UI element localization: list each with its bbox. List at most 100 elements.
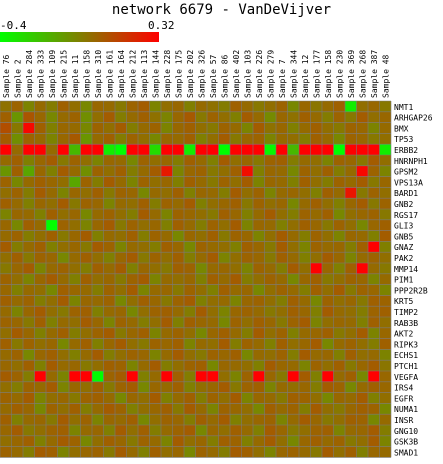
- heatmap-cell: [345, 209, 357, 220]
- heatmap-cell: [126, 306, 138, 317]
- heatmap-cell: [230, 295, 242, 307]
- heatmap-cell: [115, 263, 127, 274]
- heatmap-cell: [276, 306, 288, 317]
- heatmap-cell: [184, 360, 196, 371]
- column-label: Sample 326: [197, 50, 206, 98]
- heatmap-cell: [103, 371, 115, 382]
- heatmap-cell: [345, 435, 357, 447]
- heatmap-cell: [184, 165, 196, 177]
- heatmap-cell: [103, 219, 115, 231]
- heatmap-cell: [115, 284, 127, 296]
- heatmap-cell: [230, 306, 242, 317]
- heatmap-cell: [57, 446, 69, 458]
- heatmap-cell: [161, 230, 173, 242]
- heatmap-cell: [184, 435, 196, 447]
- heatmap-cell: [345, 198, 357, 209]
- heatmap-cell: [138, 306, 150, 317]
- heatmap-cell: [46, 371, 58, 382]
- heatmap-cell: [195, 392, 207, 404]
- heatmap-cell: [368, 273, 380, 285]
- heatmap-cell: [264, 295, 276, 307]
- row-label: IRS4: [394, 384, 413, 393]
- heatmap-cell: [57, 371, 69, 382]
- heatmap-cell: [379, 133, 391, 145]
- heatmap-cell: [184, 101, 196, 112]
- heatmap-cell: [0, 273, 12, 285]
- heatmap-cell: [368, 198, 380, 209]
- heatmap-cell: [322, 392, 334, 404]
- heatmap-cell: [149, 381, 161, 393]
- heatmap-cell: [103, 360, 115, 371]
- heatmap-cell: [149, 122, 161, 134]
- heatmap-cell: [264, 122, 276, 134]
- heatmap-cell: [103, 209, 115, 220]
- heatmap-cell: [218, 165, 230, 177]
- heatmap-cell: [34, 273, 46, 285]
- heatmap-cell: [310, 435, 322, 447]
- heatmap-cell: [184, 133, 196, 145]
- heatmap-cell: [322, 263, 334, 274]
- heatmap-cell: [230, 219, 242, 231]
- heatmap-cell: [0, 414, 12, 425]
- heatmap-cell: [138, 317, 150, 328]
- heatmap-cell: [92, 403, 104, 415]
- heatmap-cell: [23, 273, 35, 285]
- heatmap-cell: [69, 176, 81, 188]
- column-label: Sample 144: [151, 50, 160, 98]
- heatmap-cell: [34, 209, 46, 220]
- heatmap-cell: [379, 263, 391, 274]
- heatmap-cell: [126, 176, 138, 188]
- heatmap-cell: [310, 219, 322, 231]
- heatmap-cell: [161, 371, 173, 382]
- heatmap-cell: [241, 338, 253, 350]
- heatmap-cell: [230, 111, 242, 123]
- column-label: Sample 212: [128, 50, 137, 98]
- heatmap-cell: [333, 425, 345, 436]
- heatmap-cell: [161, 133, 173, 145]
- heatmap-cell: [333, 101, 345, 112]
- row-label: NMT1: [394, 103, 413, 112]
- heatmap-cell: [299, 306, 311, 317]
- heatmap-cell: [207, 133, 219, 145]
- heatmap-cell: [333, 187, 345, 199]
- heatmap-cell: [207, 241, 219, 253]
- heatmap-cell: [34, 133, 46, 145]
- heatmap-cell: [184, 241, 196, 253]
- heatmap-cell: [195, 133, 207, 145]
- heatmap-cell: [241, 176, 253, 188]
- heatmap-cell: [34, 176, 46, 188]
- heatmap-cell: [11, 306, 23, 317]
- heatmap-cell: [103, 295, 115, 307]
- heatmap-cell: [287, 338, 299, 350]
- heatmap-cell: [126, 165, 138, 177]
- heatmap-cell: [368, 101, 380, 112]
- heatmap-cell: [218, 187, 230, 199]
- heatmap-cell: [92, 230, 104, 242]
- heatmap-cell: [149, 306, 161, 317]
- heatmap-cell: [80, 295, 92, 307]
- heatmap-cell: [379, 284, 391, 296]
- heatmap-cell: [172, 317, 184, 328]
- heatmap-cell: [92, 101, 104, 112]
- heatmap-cell: [368, 381, 380, 393]
- heatmap-cell: [92, 155, 104, 166]
- heatmap-cell: [23, 306, 35, 317]
- column-label: Sample 161: [105, 50, 114, 98]
- heatmap-cell: [34, 198, 46, 209]
- heatmap-cell: [207, 273, 219, 285]
- heatmap-cell: [276, 209, 288, 220]
- heatmap-cell: [333, 317, 345, 328]
- heatmap-cell: [276, 198, 288, 209]
- heatmap-cell: [23, 165, 35, 177]
- heatmap-cell: [0, 176, 12, 188]
- heatmap-cell: [115, 155, 127, 166]
- heatmap-cell: [287, 133, 299, 145]
- heatmap-cell: [57, 284, 69, 296]
- heatmap-cell: [149, 144, 161, 155]
- heatmap-cell: [230, 381, 242, 393]
- heatmap-cell: [138, 198, 150, 209]
- heatmap-cell: [126, 111, 138, 123]
- heatmap-cell: [46, 403, 58, 415]
- heatmap-cell: [0, 122, 12, 134]
